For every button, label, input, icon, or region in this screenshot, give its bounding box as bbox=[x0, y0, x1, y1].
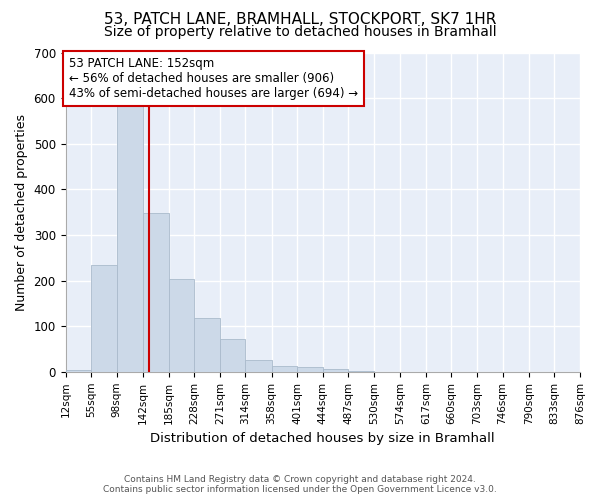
Bar bbox=[245, 360, 272, 372]
Bar bbox=[65, 370, 91, 372]
Y-axis label: Number of detached properties: Number of detached properties bbox=[15, 114, 28, 310]
Bar bbox=[297, 368, 323, 372]
Text: Contains HM Land Registry data © Crown copyright and database right 2024.
Contai: Contains HM Land Registry data © Crown c… bbox=[103, 474, 497, 494]
Bar bbox=[117, 104, 143, 372]
Text: 53, PATCH LANE, BRAMHALL, STOCKPORT, SK7 1HR: 53, PATCH LANE, BRAMHALL, STOCKPORT, SK7… bbox=[104, 12, 496, 28]
Bar bbox=[169, 279, 194, 372]
Bar bbox=[194, 318, 220, 372]
Bar bbox=[91, 265, 117, 372]
X-axis label: Distribution of detached houses by size in Bramhall: Distribution of detached houses by size … bbox=[151, 432, 495, 445]
Text: 53 PATCH LANE: 152sqm
← 56% of detached houses are smaller (906)
43% of semi-det: 53 PATCH LANE: 152sqm ← 56% of detached … bbox=[69, 57, 358, 100]
Bar bbox=[143, 213, 169, 372]
Bar bbox=[323, 368, 349, 372]
Text: Size of property relative to detached houses in Bramhall: Size of property relative to detached ho… bbox=[104, 25, 496, 39]
Bar bbox=[272, 366, 297, 372]
Bar bbox=[220, 339, 245, 372]
